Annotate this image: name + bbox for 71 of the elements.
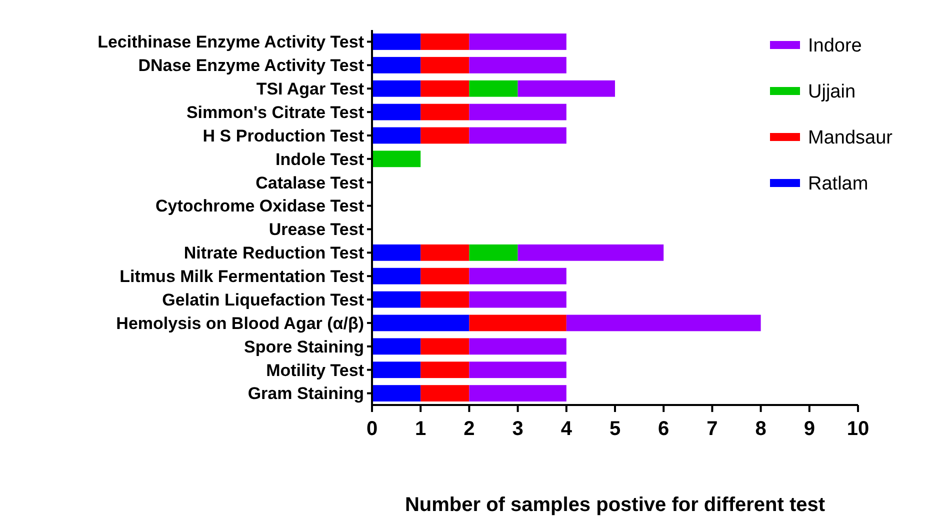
- bar: [372, 314, 470, 332]
- bar: [469, 104, 566, 120]
- y-tick-label: Gram Staining: [248, 384, 364, 404]
- y-tick-label: Urease Test: [268, 220, 364, 240]
- x-tick-label: 8: [755, 418, 766, 440]
- bar: [469, 56, 566, 74]
- bar: [469, 268, 566, 284]
- bar: [518, 244, 664, 261]
- x-tick-label: 1: [415, 418, 426, 440]
- bar: [469, 385, 566, 402]
- x-tick-label: 3: [512, 418, 524, 440]
- bar: [420, 385, 470, 402]
- bar: [372, 56, 421, 74]
- bar: [420, 34, 470, 50]
- bar: [420, 244, 470, 261]
- bar: [420, 291, 470, 308]
- x-axis-title: Number of samples postive for different test: [404, 494, 826, 516]
- bar: [469, 127, 566, 144]
- bar: [372, 385, 421, 402]
- x-tick-label: 9: [804, 418, 815, 440]
- x-tick-label: 7: [706, 418, 718, 440]
- bar: [372, 291, 421, 308]
- y-tick-label: Indole Test: [276, 150, 364, 169]
- bar: [469, 314, 566, 332]
- x-tick-label: 6: [658, 418, 670, 440]
- y-tick-label: Catalase Test: [256, 173, 364, 192]
- x-tick-label: 2: [464, 418, 475, 440]
- bar: [518, 80, 615, 97]
- legend-label: Ujjain: [808, 82, 856, 103]
- y-tick-label: Lecithinase Enzyme Activity Test: [98, 32, 364, 52]
- bar: [372, 338, 421, 355]
- bar: [372, 244, 421, 261]
- y-tick-label: Spore Staining: [244, 337, 364, 356]
- bar: [420, 80, 470, 97]
- legend-label: Ratlam: [808, 174, 868, 195]
- y-tick-label: H S Production Test: [202, 126, 364, 146]
- x-tick-label: 10: [846, 418, 870, 440]
- legend-label: Mandsaur: [808, 128, 894, 149]
- x-tick-label: 0: [366, 418, 378, 440]
- bar: [566, 314, 761, 332]
- bar: [372, 34, 421, 50]
- y-tick-label: Gelatin Liquefaction Test: [162, 290, 364, 310]
- y-tick-label: Simmon's Citrate Test: [186, 102, 364, 122]
- y-tick-label: TSI Agar Test: [256, 80, 364, 99]
- bar: [420, 362, 470, 378]
- bar: [420, 127, 470, 144]
- bar: [469, 34, 566, 50]
- bar: [420, 338, 470, 355]
- bar: [420, 56, 470, 74]
- bar: [469, 80, 518, 97]
- bar: [372, 268, 421, 284]
- legend-label: Indore: [808, 36, 862, 57]
- bar: [372, 127, 421, 144]
- bar: [469, 291, 566, 308]
- bar: [372, 104, 421, 120]
- bar: [469, 244, 518, 261]
- y-tick-label: Litmus Milk Fermentation Test: [120, 267, 364, 286]
- y-tick-label: Hemolysis on Blood Agar (α/β): [116, 314, 364, 333]
- y-tick-label: Nitrate Reduction Test: [184, 244, 364, 263]
- x-tick-label: 5: [609, 418, 621, 440]
- y-tick-label: DNase Enzyme Activity Test: [138, 56, 364, 76]
- y-tick-label: Motility Test: [266, 360, 364, 380]
- y-tick-label: Cytochrome Oxidase Test: [156, 196, 364, 216]
- x-tick-label: 4: [560, 418, 573, 440]
- bar: [469, 338, 566, 355]
- bar: [469, 362, 566, 378]
- bar: [420, 104, 470, 120]
- bar: [372, 80, 421, 97]
- bar: [372, 150, 421, 168]
- bar: [420, 268, 470, 284]
- bar: [372, 362, 421, 378]
